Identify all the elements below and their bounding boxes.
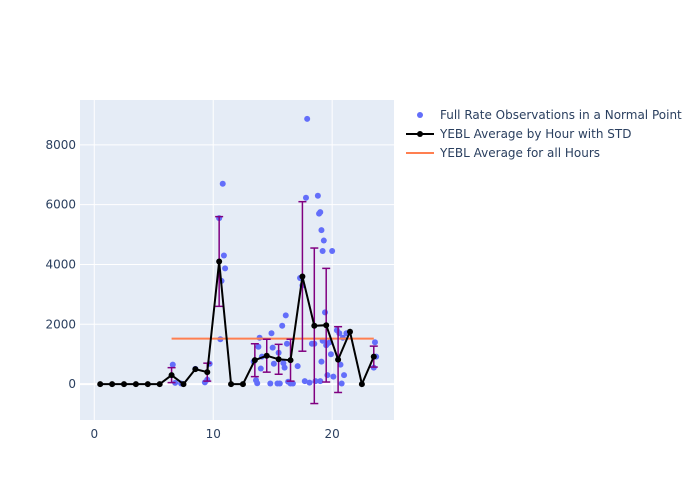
- observation-point: [327, 351, 334, 358]
- hourly-average-point: [239, 381, 246, 388]
- observation-point: [280, 360, 287, 367]
- observation-point: [304, 115, 311, 122]
- observation-point: [329, 248, 336, 255]
- hourly-average-point: [275, 356, 282, 363]
- legend-label-overall-average: YEBL Average for all Hours: [439, 146, 600, 160]
- observation-point: [220, 252, 227, 259]
- observation-point: [254, 380, 261, 387]
- observation-point: [279, 322, 286, 329]
- observation-point: [169, 361, 176, 368]
- hourly-average-point: [144, 381, 151, 388]
- observation-point: [317, 378, 324, 385]
- observation-point: [320, 237, 327, 244]
- observation-point: [319, 248, 326, 255]
- hourly-average-point: [132, 381, 139, 388]
- observation-point: [294, 363, 301, 370]
- hourly-average-point: [180, 381, 187, 388]
- hourly-average-point: [97, 381, 104, 388]
- hourly-average-point: [156, 381, 163, 388]
- observation-point: [317, 209, 324, 216]
- observation-point: [330, 373, 337, 380]
- y-tick-label: 0: [68, 377, 76, 391]
- observation-point: [255, 343, 262, 350]
- legend-item-overall-average[interactable]: YEBL Average for all Hours: [406, 146, 600, 160]
- x-tick-label: 10: [206, 427, 221, 441]
- legend-label-scatter: Full Rate Observations in a Normal Point: [440, 108, 682, 122]
- hourly-average-point: [192, 366, 199, 373]
- y-tick-label: 4000: [45, 257, 76, 271]
- hourly-average-point: [370, 353, 377, 360]
- legend-item-scatter[interactable]: Full Rate Observations in a Normal Point: [417, 108, 682, 122]
- y-tick-label: 6000: [45, 198, 76, 212]
- observation-point: [289, 380, 296, 387]
- hourly-average-point: [287, 357, 294, 364]
- x-axis: 0 10 20: [90, 427, 339, 441]
- observation-point: [341, 372, 348, 379]
- legend-label-hourly-average: YEBL Average by Hour with STD: [439, 127, 631, 141]
- hourly-average-point: [358, 381, 365, 388]
- scatter-series: [169, 115, 380, 387]
- observation-point: [276, 380, 283, 387]
- observation-point: [257, 365, 264, 372]
- observation-point: [301, 378, 308, 385]
- hourly-average-point: [335, 356, 342, 363]
- observation-point: [318, 358, 325, 365]
- observation-point: [302, 194, 309, 201]
- observation-point: [322, 309, 329, 316]
- observation-point: [308, 340, 315, 347]
- hourly-average-point: [228, 381, 235, 388]
- observation-point: [338, 380, 345, 387]
- hourly-average-series: [97, 258, 377, 388]
- x-tick-label: 20: [325, 427, 340, 441]
- hourly-average-point: [168, 372, 175, 379]
- observation-point: [337, 361, 344, 368]
- legend-item-hourly-average[interactable]: YEBL Average by Hour with STD: [406, 127, 631, 141]
- hourly-average-point: [346, 328, 353, 335]
- observation-point: [324, 372, 331, 379]
- hourly-average-point: [263, 352, 270, 359]
- observation-point: [219, 180, 226, 187]
- observation-point: [268, 330, 275, 337]
- x-tick-label: 0: [90, 427, 98, 441]
- hourly-average-point: [109, 381, 116, 388]
- observation-point: [222, 265, 229, 272]
- observation-point: [269, 344, 276, 351]
- hourly-average-point: [299, 273, 306, 280]
- legend[interactable]: Full Rate Observations in a Normal Point…: [406, 108, 682, 160]
- hourly-average-point: [121, 381, 128, 388]
- observation-point: [306, 379, 313, 386]
- observation-point: [281, 364, 288, 371]
- observation-point: [282, 312, 289, 319]
- plot-background: [80, 100, 394, 420]
- observation-point: [283, 340, 290, 347]
- legend-marker-hourly-average: [417, 131, 423, 137]
- y-axis: 0 2000 4000 6000 8000: [45, 138, 76, 391]
- hourly-average-point: [251, 357, 258, 364]
- y-tick-label: 2000: [45, 317, 76, 331]
- legend-marker-scatter: [417, 112, 423, 118]
- observation-point: [318, 227, 325, 234]
- observation-point: [371, 339, 378, 346]
- hourly-average-point: [216, 258, 223, 265]
- hourly-average-point: [323, 322, 330, 329]
- observation-point: [314, 192, 321, 199]
- observation-point: [267, 380, 274, 387]
- hourly-average-point: [311, 322, 318, 329]
- hourly-average-point: [204, 369, 211, 376]
- observation-point: [270, 360, 277, 367]
- y-tick-label: 8000: [45, 138, 76, 152]
